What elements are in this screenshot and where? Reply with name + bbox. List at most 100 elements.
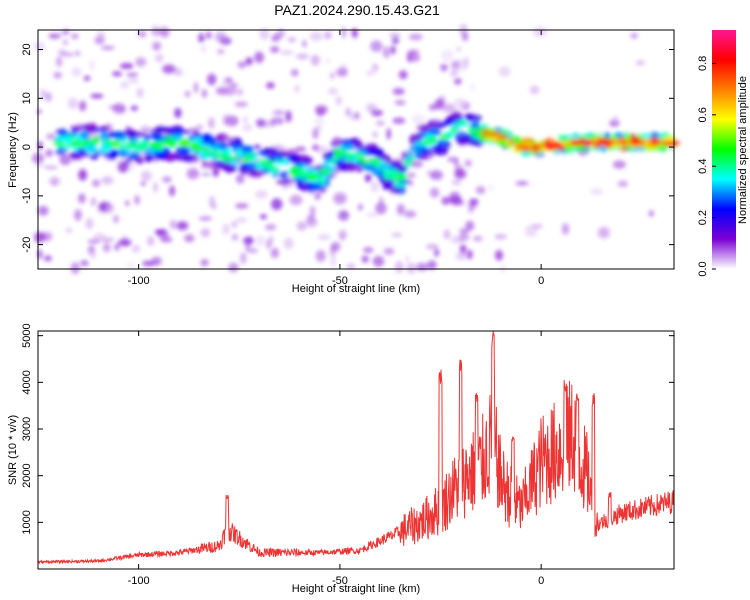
- spectrogram-cell: [124, 158, 132, 164]
- spectrogram-cell: [447, 156, 457, 163]
- spectrogram-cell: [301, 185, 308, 192]
- spectrogram-cell: [85, 127, 97, 132]
- spectrogram-cell: [630, 33, 639, 39]
- spectrogram-cell: [382, 46, 391, 59]
- spectrogram-cell: [524, 225, 538, 237]
- spectrogram-cell: [231, 220, 238, 228]
- spectrogram-cell: [201, 44, 206, 54]
- spectrogram-cell: [183, 129, 191, 135]
- spectrogram-cell: [335, 159, 341, 166]
- spectrogram-cell: [171, 128, 185, 135]
- spectrogram-cell: [147, 236, 155, 247]
- spectrogram-cell: [421, 148, 428, 155]
- spectrogram-ytick-label: -20: [21, 237, 33, 253]
- spectrogram-cell: [365, 212, 379, 218]
- spectrogram-cell: [590, 188, 604, 195]
- spectrogram-cell: [55, 56, 63, 67]
- spectrogram-cell: [333, 192, 347, 205]
- spectrogram-cell: [235, 173, 245, 184]
- spectrogram-cell: [453, 98, 467, 109]
- spectrogram-ytick-label: 0: [21, 144, 33, 150]
- spectrogram-cell: [200, 259, 209, 266]
- spectrogram-cell: [126, 132, 137, 141]
- spectrogram-cell: [74, 209, 82, 221]
- spectrogram-cell: [315, 105, 328, 115]
- spectrogram-cell: [302, 39, 307, 48]
- spectrogram-cell: [406, 262, 416, 274]
- spectrogram-cell: [285, 110, 292, 123]
- spectrogram-cell: [515, 181, 529, 186]
- spectrogram-cell: [56, 30, 68, 36]
- spectrogram-cell: [162, 64, 176, 74]
- spectrogram-cell: [414, 141, 420, 148]
- spectrogram-cell: [405, 152, 414, 161]
- spectrogram-cell: [599, 146, 607, 151]
- spectrogram-cell: [85, 145, 98, 154]
- spectrogram-cell: [283, 178, 292, 184]
- spectrogram-cell: [239, 144, 248, 150]
- spectrogram-cell: [465, 220, 475, 231]
- spectrogram-cell: [589, 133, 597, 140]
- snr-xtick-label: 0: [538, 575, 544, 587]
- spectrogram-cell: [254, 51, 265, 64]
- spectrogram-cell: [283, 237, 294, 250]
- spectrogram-cell: [130, 105, 139, 111]
- spectrogram-cell: [289, 194, 303, 206]
- spectrogram-cell: [120, 81, 130, 89]
- snr-ytick-label: 4000: [21, 370, 33, 394]
- spectrogram-cell: [71, 151, 80, 157]
- spectrogram-cell: [271, 33, 281, 42]
- snr-ylabel: SNR (10 * v/v): [7, 415, 19, 485]
- spectrogram-cell: [140, 170, 152, 182]
- spectrogram-cell: [336, 67, 348, 77]
- spectrogram-cell: [53, 71, 63, 79]
- spectrogram-cell: [513, 138, 522, 145]
- spectrogram-cell: [406, 172, 417, 178]
- spectrogram-cell: [403, 161, 412, 169]
- spectrogram-cell: [650, 139, 660, 146]
- spectrogram-cell: [389, 32, 401, 39]
- spectrogram-cell: [198, 216, 213, 221]
- spectrogram-cell: [324, 31, 332, 40]
- spectrogram-cell: [129, 151, 141, 156]
- spectrogram-cell: [222, 114, 231, 126]
- spectrogram-ylabel: Frequency (Hz): [7, 112, 19, 188]
- spectrogram-cell: [491, 128, 497, 133]
- spectrogram-cell: [193, 81, 199, 94]
- spectrogram-cell: [494, 249, 504, 261]
- spectrogram-cell: [365, 70, 376, 76]
- snr-xtick-label: -50: [332, 575, 348, 587]
- spectrogram-cell: [459, 244, 467, 255]
- spectrogram-cell: [361, 255, 369, 263]
- spectrogram-cell: [409, 133, 423, 142]
- spectrogram-cell: [144, 155, 156, 160]
- spectrogram-cell: [152, 41, 162, 51]
- spectrogram-cell: [151, 141, 160, 150]
- spectrogram-cell: [272, 117, 285, 125]
- colorbar-tick-label: 0.4: [697, 159, 709, 174]
- spectrogram-cell: [296, 53, 309, 60]
- spectrogram-cell: [290, 69, 299, 77]
- spectrogram-cell: [152, 158, 159, 163]
- spectrogram-cell: [605, 140, 614, 145]
- spectrogram-cell: [440, 63, 449, 72]
- spectrogram-cell: [240, 168, 248, 175]
- spectrogram-cell: [341, 143, 354, 150]
- snr-ytick-label: 1000: [21, 510, 33, 534]
- spectrogram-cell: [124, 147, 132, 153]
- spectrogram-cell: [444, 118, 455, 124]
- colorbar-tick-label: 0.0: [697, 261, 709, 276]
- colorbar-tick-label: 0.2: [697, 210, 709, 225]
- spectrogram-ytick-label: 20: [21, 43, 33, 55]
- spectrogram-cell: [363, 247, 374, 253]
- spectrogram-cell: [313, 119, 325, 124]
- spectrogram-cell: [191, 146, 202, 150]
- spectrogram-cell: [529, 85, 540, 95]
- spectrogram-cell: [224, 77, 233, 84]
- spectrogram-cell: [105, 203, 116, 214]
- spectrogram-cell: [425, 244, 439, 250]
- spectrogram-cell: [504, 141, 510, 146]
- spectrogram-cell: [456, 46, 461, 52]
- spectrogram-cell: [78, 193, 86, 204]
- spectrogram-cell: [450, 69, 459, 78]
